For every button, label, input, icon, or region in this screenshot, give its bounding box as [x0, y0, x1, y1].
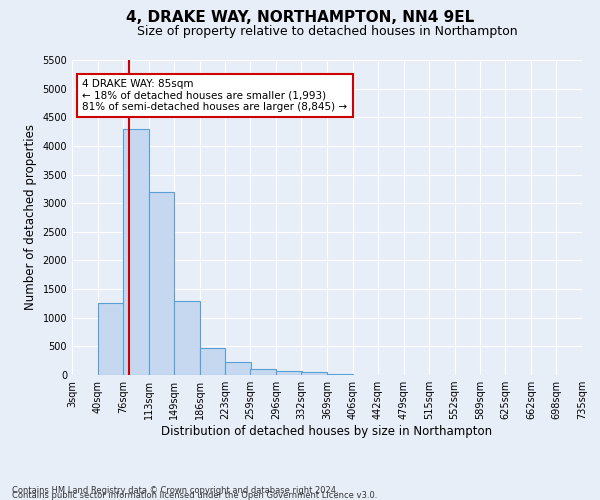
- Title: Size of property relative to detached houses in Northampton: Size of property relative to detached ho…: [137, 25, 517, 38]
- Bar: [301, 372, 327, 375]
- Bar: [276, 370, 302, 375]
- Text: Contains HM Land Registry data © Crown copyright and database right 2024.: Contains HM Land Registry data © Crown c…: [12, 486, 338, 495]
- Bar: [98, 304, 124, 375]
- Bar: [250, 370, 276, 375]
- Y-axis label: Number of detached properties: Number of detached properties: [24, 124, 37, 310]
- Bar: [123, 128, 149, 375]
- Bar: [199, 348, 225, 375]
- Bar: [327, 374, 353, 375]
- Bar: [149, 192, 175, 375]
- Bar: [174, 300, 199, 375]
- Text: 4 DRAKE WAY: 85sqm
← 18% of detached houses are smaller (1,993)
81% of semi-deta: 4 DRAKE WAY: 85sqm ← 18% of detached hou…: [82, 79, 347, 112]
- Text: Contains public sector information licensed under the Open Government Licence v3: Contains public sector information licen…: [12, 491, 377, 500]
- X-axis label: Distribution of detached houses by size in Northampton: Distribution of detached houses by size …: [161, 425, 493, 438]
- Text: 4, DRAKE WAY, NORTHAMPTON, NN4 9EL: 4, DRAKE WAY, NORTHAMPTON, NN4 9EL: [126, 10, 474, 25]
- Bar: [225, 362, 251, 375]
